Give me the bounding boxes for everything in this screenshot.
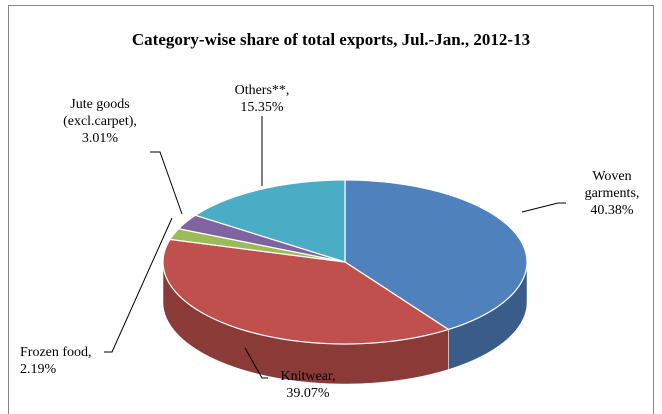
chart-title: Category-wise share of total exports, Ju…: [131, 30, 531, 49]
pie-slice: [194, 179, 346, 263]
leader-line: [244, 347, 268, 379]
data-label: Others**, 15.35%: [234, 83, 290, 115]
leader-line: [150, 151, 183, 215]
pie-slice: [177, 214, 346, 263]
data-label: Frozen food, 2.19%: [20, 345, 92, 377]
data-label: Knitwear, 39.07%: [280, 369, 336, 401]
data-label: Woven garments, 40.38%: [584, 169, 640, 218]
pie-slice: [344, 179, 528, 331]
chart-frame: [8, 5, 654, 414]
leader-line: [104, 217, 173, 353]
data-label: Jute goods (excl.carpet), 3.01%: [63, 97, 137, 146]
pie-slice: [162, 238, 450, 345]
leader-line: [521, 202, 566, 213]
leader-lines: [104, 116, 566, 379]
